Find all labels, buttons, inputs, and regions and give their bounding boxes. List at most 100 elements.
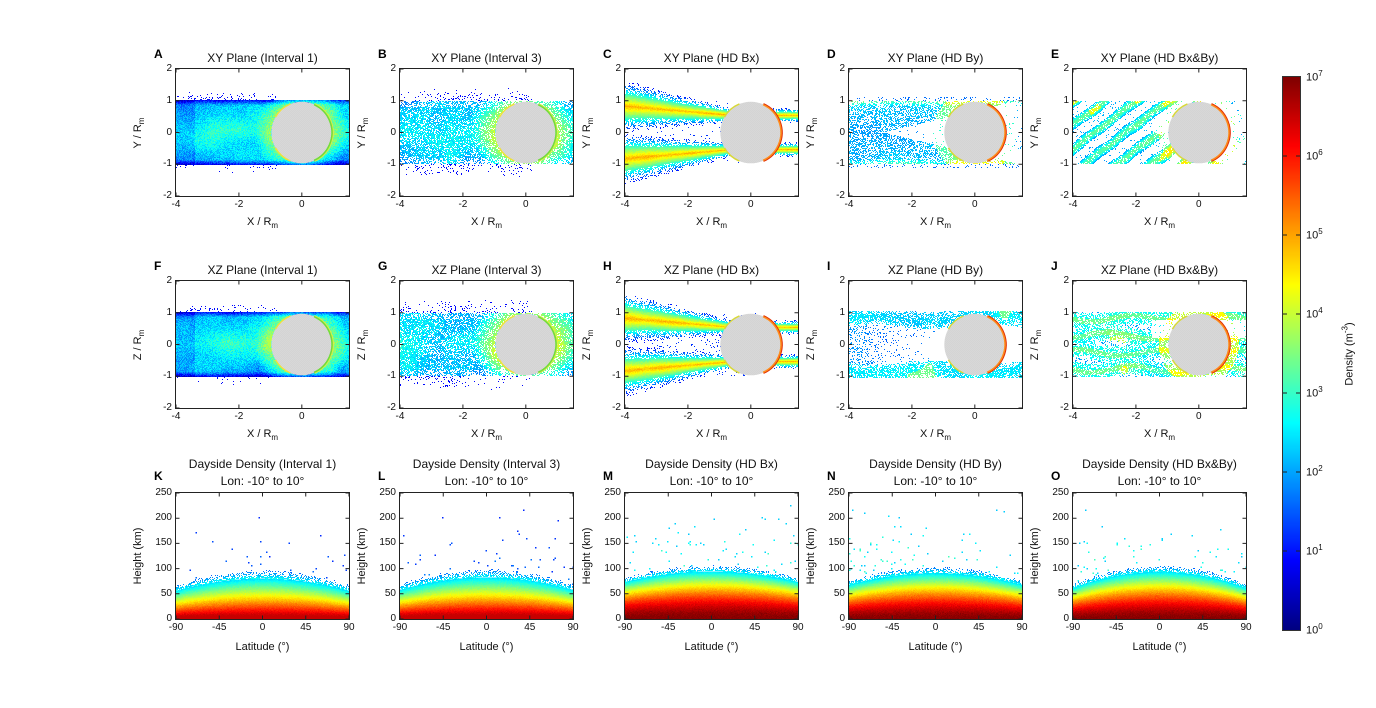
colorbar-tick-label: 105 bbox=[1306, 227, 1323, 242]
y-axis-label-subscript: m bbox=[361, 329, 371, 336]
panel-L-y-tick-label: 200 bbox=[379, 512, 396, 524]
panel-K-y-tick-label: 100 bbox=[155, 562, 172, 574]
panel-F-x-tick-label: -2 bbox=[234, 411, 244, 422]
panel-M-x-tick-label: 0 bbox=[708, 622, 715, 633]
panel-J-y-tick-label: 2 bbox=[1063, 275, 1069, 286]
panel-F-x-axis-label: X / Rm bbox=[247, 428, 278, 442]
panel-J-x-tick-label: -4 bbox=[1068, 411, 1078, 422]
panel-M-y-tick-label: 50 bbox=[609, 587, 621, 599]
panel-E-y-tick-label: 0 bbox=[1063, 126, 1069, 138]
panel-E-density-canvas bbox=[1073, 69, 1246, 196]
panel-B-y-tick-label: 2 bbox=[390, 63, 396, 74]
panel-A-y-tick-label: 2 bbox=[166, 63, 172, 74]
x-axis-label-subscript: m bbox=[271, 221, 279, 231]
panel-J-title: XZ Plane (HD Bx&By) bbox=[1100, 263, 1219, 277]
colorbar-tick-mantissa: 10 bbox=[1306, 71, 1319, 84]
panel-G-x-tick-label: -2 bbox=[458, 411, 468, 422]
panel-O-y-tick-label: 150 bbox=[1052, 537, 1069, 549]
panel-H-x-tick-label: 0 bbox=[748, 411, 754, 422]
x-axis-label-subscript: m bbox=[1168, 221, 1176, 231]
panel-L-letter: L bbox=[378, 469, 386, 483]
panel-D-y-tick-label: -1 bbox=[836, 158, 845, 170]
x-axis-label-subscript: m bbox=[271, 433, 279, 443]
panel-N-letter: N bbox=[827, 469, 836, 483]
panel-N-y-tick-label: 0 bbox=[839, 613, 845, 624]
y-axis-label-text: Y / R bbox=[804, 123, 817, 148]
panel-J-x-tick-label: -2 bbox=[1131, 411, 1141, 422]
panel-M-plot-area bbox=[624, 492, 799, 620]
colorbar-tick-exponent: 7 bbox=[1318, 69, 1323, 78]
panel-M-y-tick-label: 150 bbox=[604, 537, 621, 549]
y-axis-label-subscript: m bbox=[361, 117, 371, 124]
x-axis-label-subscript: m bbox=[944, 433, 952, 443]
colorbar-tick-label: 104 bbox=[1306, 306, 1323, 321]
panel-L-title: Dayside Density (Interval 3) bbox=[412, 457, 561, 471]
y-axis-label-text: Y / R bbox=[1028, 123, 1041, 148]
panel-D-y-tick-label: -2 bbox=[836, 190, 845, 201]
panel-L-y-tick-label: 50 bbox=[384, 587, 396, 599]
panel-I-y-axis-label: Z / Rm bbox=[805, 329, 819, 360]
panel-L-y-tick-label: 100 bbox=[379, 562, 396, 574]
panel-I-y-tick-label: 2 bbox=[839, 275, 845, 286]
panel-C-y-axis-label: Y / Rm bbox=[581, 117, 595, 148]
panel-B-y-tick-label: -2 bbox=[387, 190, 396, 201]
panel-K-x-tick-label: 45 bbox=[300, 622, 312, 633]
x-axis-label-text: Latitude (°) bbox=[1132, 641, 1187, 653]
panel-O-y-axis-label: Height (km) bbox=[1029, 528, 1043, 585]
x-axis-label-subscript: m bbox=[1168, 433, 1176, 443]
panel-K-x-tick-label: -90 bbox=[168, 622, 184, 633]
x-axis-label-text: Latitude (°) bbox=[235, 641, 290, 653]
panel-B-x-tick-label: -4 bbox=[395, 199, 405, 210]
colorbar-tick-exponent: 2 bbox=[1318, 464, 1323, 473]
panel-E-x-tick-label: -2 bbox=[1131, 199, 1141, 210]
panel-M-y-tick-label: 100 bbox=[604, 562, 621, 574]
panel-C-x-tick-label: -4 bbox=[620, 199, 630, 210]
colorbar-tick-mantissa: 10 bbox=[1306, 308, 1319, 321]
panel-L-y-tick-label: 150 bbox=[379, 537, 396, 549]
colorbar-axis-label-prefix: Density (m bbox=[1343, 332, 1356, 386]
panel-A-y-tick-label: -2 bbox=[163, 190, 172, 201]
panel-L-x-tick-label: 0 bbox=[483, 622, 490, 633]
y-axis-label-text: Height (km) bbox=[580, 527, 593, 585]
panel-K-y-tick-label: 0 bbox=[166, 613, 172, 624]
x-axis-label-text: X / R bbox=[1143, 216, 1169, 228]
panel-K-x-tick-label: 90 bbox=[343, 622, 355, 633]
y-axis-label-text: Z / R bbox=[1028, 335, 1041, 360]
panel-E-x-tick-label: -4 bbox=[1068, 199, 1078, 210]
x-axis-label-text: X / R bbox=[695, 428, 721, 440]
panel-F-y-tick-label: -2 bbox=[163, 402, 172, 413]
panel-C-y-tick-label: -2 bbox=[612, 190, 621, 201]
panel-M-x-tick-label: 45 bbox=[749, 622, 761, 633]
colorbar bbox=[1282, 76, 1301, 631]
panel-H-x-tick-label: -2 bbox=[683, 411, 693, 422]
x-axis-label-text: X / R bbox=[470, 428, 496, 440]
y-axis-label-subscript: m bbox=[137, 117, 147, 124]
panel-C-plot-area bbox=[624, 68, 799, 197]
panel-N-x-tick-label: 45 bbox=[973, 622, 985, 633]
panel-O-x-axis-label: Latitude (°) bbox=[1133, 641, 1187, 655]
panel-F-plot-area bbox=[175, 280, 350, 409]
colorbar-tick-mantissa: 10 bbox=[1306, 624, 1319, 637]
panel-E-y-axis-label: Y / Rm bbox=[1029, 117, 1043, 148]
y-axis-label-text: Height (km) bbox=[131, 527, 144, 585]
panel-J-density-canvas bbox=[1073, 281, 1246, 408]
panel-J-plot-area bbox=[1072, 280, 1247, 409]
panel-I-x-axis-label: X / Rm bbox=[920, 428, 951, 442]
colorbar-tick-mantissa: 10 bbox=[1306, 545, 1319, 558]
panel-N-title: Dayside Density (HD By) bbox=[869, 457, 1002, 471]
panel-I-letter: I bbox=[827, 259, 831, 273]
panel-G-y-tick-label: 0 bbox=[390, 338, 396, 350]
panel-A-x-axis-label: X / Rm bbox=[247, 216, 278, 230]
panel-D-x-axis-label: X / Rm bbox=[920, 216, 951, 230]
panel-F-letter: F bbox=[154, 259, 162, 273]
x-axis-label-text: Latitude (°) bbox=[908, 641, 963, 653]
panel-D-title: XY Plane (HD By) bbox=[887, 51, 984, 65]
x-axis-label-text: Latitude (°) bbox=[459, 641, 514, 653]
colorbar-tick-exponent: 6 bbox=[1318, 148, 1323, 157]
panel-K-density-canvas bbox=[176, 493, 349, 619]
panel-O-x-tick-label: -45 bbox=[1109, 622, 1124, 633]
panel-C-y-tick-label: 1 bbox=[615, 94, 621, 106]
panel-B-y-tick-label: 1 bbox=[390, 94, 396, 106]
x-axis-label-subscript: m bbox=[944, 221, 952, 231]
colorbar-tick-exponent: 1 bbox=[1318, 543, 1323, 552]
